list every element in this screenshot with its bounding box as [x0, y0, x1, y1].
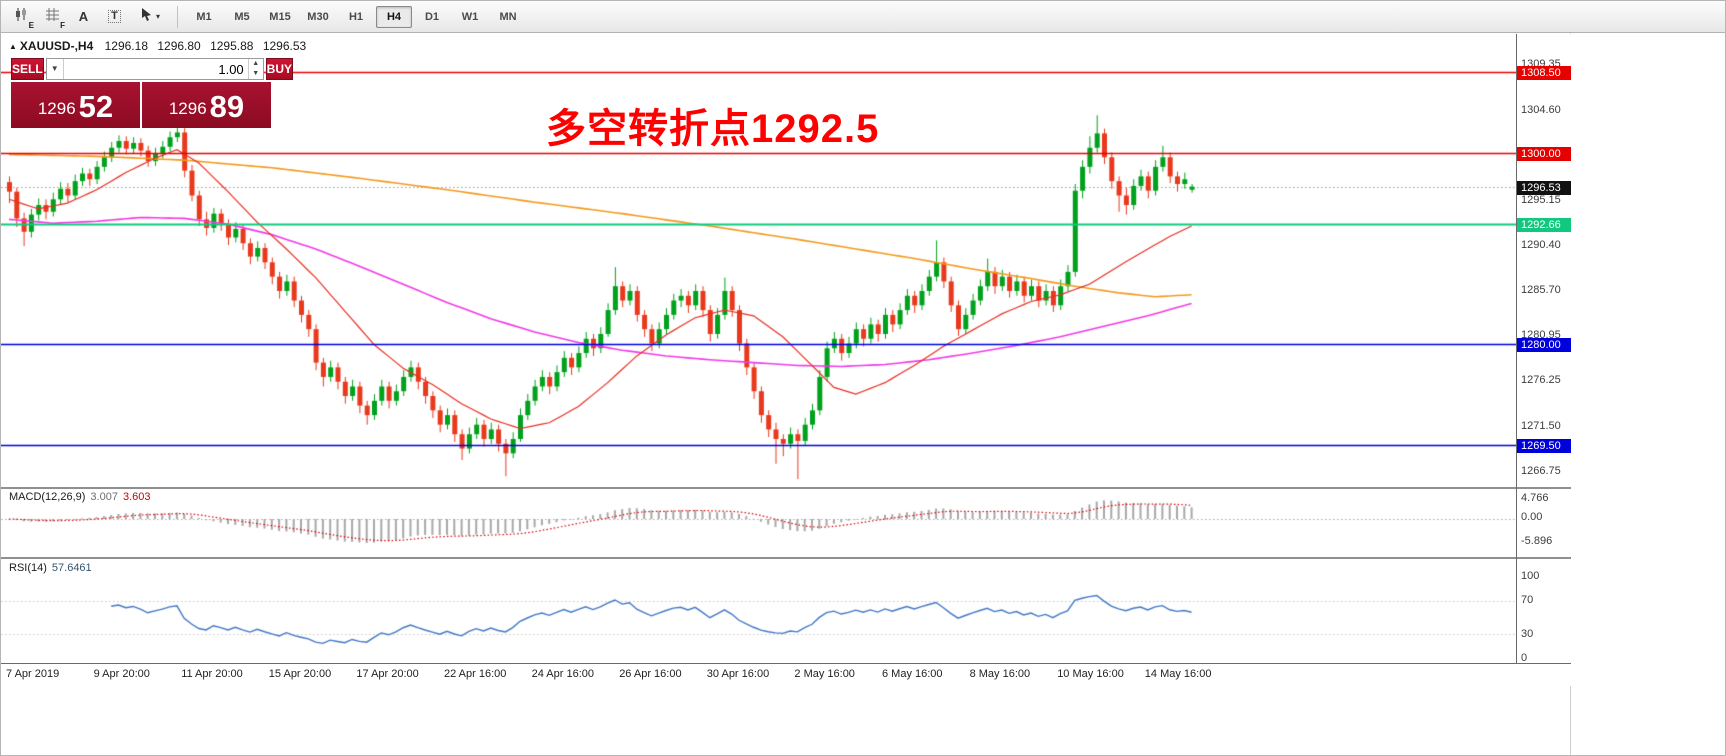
text-tool-icon: T	[108, 10, 121, 23]
rsi-axis-label: 70	[1521, 594, 1534, 606]
time-axis-label: 8 May 16:00	[969, 668, 1031, 680]
timeframe-M15[interactable]: M15	[269, 10, 291, 23]
plot-axis-separator	[1516, 34, 1517, 664]
timeframe-H1[interactable]: H1	[348, 10, 364, 23]
rsi-axis-label: 30	[1521, 628, 1534, 640]
ohlc-low: 1295.88	[210, 39, 254, 53]
sell-price-main: 1296	[37, 99, 76, 118]
chevron-down-icon: ▾	[155, 12, 160, 21]
buy-price-main: 1296	[168, 99, 207, 118]
price-axis-label: 1280.95	[1521, 329, 1561, 342]
toolbar: E F A T ▾ M1 M5 M15 M30 H1 H4 D1 W1 MN	[1, 1, 1725, 33]
chart-header: ▲ XAUUSD-,H4 1296.18 1296.80 1295.88 1296…	[9, 39, 312, 53]
timeframe-W1[interactable]: W1	[461, 10, 479, 23]
price-axis-label: 1290.40	[1521, 239, 1561, 252]
price-axis-label: 1276.25	[1521, 374, 1561, 387]
price-axis-label: 1285.70	[1521, 284, 1561, 297]
chart-annotation-text: 多空转折点1292.5	[546, 107, 880, 151]
tool-badge-f: F	[60, 20, 65, 30]
macd-rsi-separator[interactable]	[1, 557, 1571, 559]
price-level-tag: 1269.50	[1517, 438, 1571, 453]
time-axis-label: 6 May 16:00	[882, 668, 943, 680]
arrow-tool-button[interactable]: ▾	[131, 4, 169, 30]
rsi-axis-label: 100	[1521, 570, 1540, 582]
time-axis-label: 26 Apr 16:00	[619, 668, 682, 680]
timeframe-H4[interactable]: H4	[376, 5, 412, 28]
cursor-arrow-icon	[140, 7, 154, 26]
timeframe-D1[interactable]: D1	[424, 10, 440, 23]
ohlc-open: 1296.18	[104, 39, 148, 53]
chart-template-button[interactable]: E	[7, 4, 36, 30]
time-axis-label: 22 Apr 16:00	[444, 668, 507, 680]
price-axis[interactable]: 1309.35 1304.60 1295.15 1290.40 1285.70 1280.…	[1517, 34, 1571, 664]
macd-name: MACD(12,26,9)	[9, 491, 86, 503]
chart-region: ▲ XAUUSD-,H4 1296.18 1296.80 1295.88 1296…	[1, 33, 1571, 755]
macd-axis-label: 0.00	[1521, 511, 1543, 523]
price-axis-label: 1295.15	[1521, 193, 1561, 206]
price-axis-label: 1304.60	[1521, 103, 1561, 116]
price-axis-label: 1266.75	[1521, 465, 1561, 477]
rsi-value: 57.6461	[51, 562, 92, 574]
rsi-indicator-label: RSI(14) 57.6461	[9, 562, 92, 574]
time-axis-label: 24 Apr 16:00	[531, 668, 594, 680]
volume-stepper[interactable]: ▼ ▲ ▼	[45, 58, 264, 80]
tool-badge-e: E	[28, 20, 34, 30]
time-axis[interactable]: 7 Apr 2019 9 Apr 20:00 11 Apr 20:00 15 Apr …	[1, 664, 1571, 686]
macd-indicator-label: MACD(12,26,9) 3.007 3.603	[9, 491, 150, 503]
time-axis-label: 10 May 16:00	[1057, 668, 1124, 680]
text-tool-button[interactable]: T	[100, 4, 129, 30]
timeframe-MN[interactable]: MN	[499, 10, 517, 23]
timeframe-M30[interactable]: M30	[307, 10, 329, 23]
time-axis-label: 2 May 16:00	[794, 668, 855, 680]
volume-increase-icon[interactable]: ▲	[252, 60, 260, 67]
main-macd-separator[interactable]	[1, 487, 1571, 489]
macd-signal-value: 3.603	[122, 491, 151, 503]
volume-input[interactable]	[63, 61, 248, 77]
rsi-timeaxis-separator	[1, 663, 1571, 664]
time-axis-label: 11 Apr 20:00	[181, 668, 243, 680]
time-axis-label: 15 Apr 20:00	[268, 668, 332, 680]
ohlc-high: 1296.80	[157, 39, 201, 53]
up-triangle-icon: ▲	[9, 42, 17, 51]
rsi-name: RSI(14)	[9, 562, 47, 574]
price-level-tag: 1308.50	[1517, 66, 1571, 81]
macd-axis-label: 4.766	[1521, 492, 1549, 504]
grid-icon	[45, 7, 60, 27]
buy-price-tile[interactable]: 1296 89	[142, 82, 271, 128]
time-axis-label: 14 May 16:00	[1144, 668, 1212, 680]
price-level-tag: 1296.53	[1517, 180, 1571, 195]
symbol-label: XAUUSD-,H4	[19, 39, 94, 53]
sell-price-pips: 52	[78, 89, 114, 124]
time-axis-label: 7 Apr 2019	[6, 668, 60, 680]
macd-axis-label: -5.896	[1521, 535, 1553, 547]
volume-decrease-icon[interactable]: ▼	[252, 70, 260, 77]
rsi-axis-label: 0	[1521, 652, 1528, 664]
price-level-tag: 1280.00	[1517, 338, 1571, 353]
macd-value: 3.007	[90, 491, 118, 503]
timeframe-toolbar: M1 M5 M15 M30 H1 H4 D1 W1 MN	[185, 5, 527, 28]
price-level-tag: 1300.00	[1517, 147, 1571, 162]
toolbar-separator	[177, 5, 178, 28]
volume-dropdown-icon[interactable]: ▼	[47, 59, 64, 79]
sell-price-tile[interactable]: 1296 52	[11, 82, 140, 128]
time-axis-label: 30 Apr 16:00	[706, 668, 770, 680]
text-label-tool-button[interactable]: A	[69, 4, 98, 30]
ohlc-close: 1296.53	[262, 39, 307, 53]
price-axis-label: 1271.50	[1521, 419, 1561, 432]
time-axis-label: 17 Apr 20:00	[356, 668, 419, 680]
candlestick-chart-icon	[14, 7, 29, 27]
sell-button[interactable]: SELL	[11, 58, 44, 80]
text-label-icon: A	[78, 9, 89, 24]
macd-panel-canvas	[1, 488, 1516, 557]
buy-button[interactable]: BUY	[265, 58, 294, 80]
rsi-panel-canvas	[1, 559, 1516, 663]
timeframe-M5[interactable]: M5	[234, 10, 250, 23]
price-level-tag: 1292.66	[1517, 217, 1571, 232]
timeframe-M1[interactable]: M1	[196, 10, 212, 23]
time-axis-label: 9 Apr 20:00	[93, 668, 150, 680]
buy-price-pips: 89	[209, 89, 245, 124]
data-grid-button[interactable]: F	[38, 4, 67, 30]
